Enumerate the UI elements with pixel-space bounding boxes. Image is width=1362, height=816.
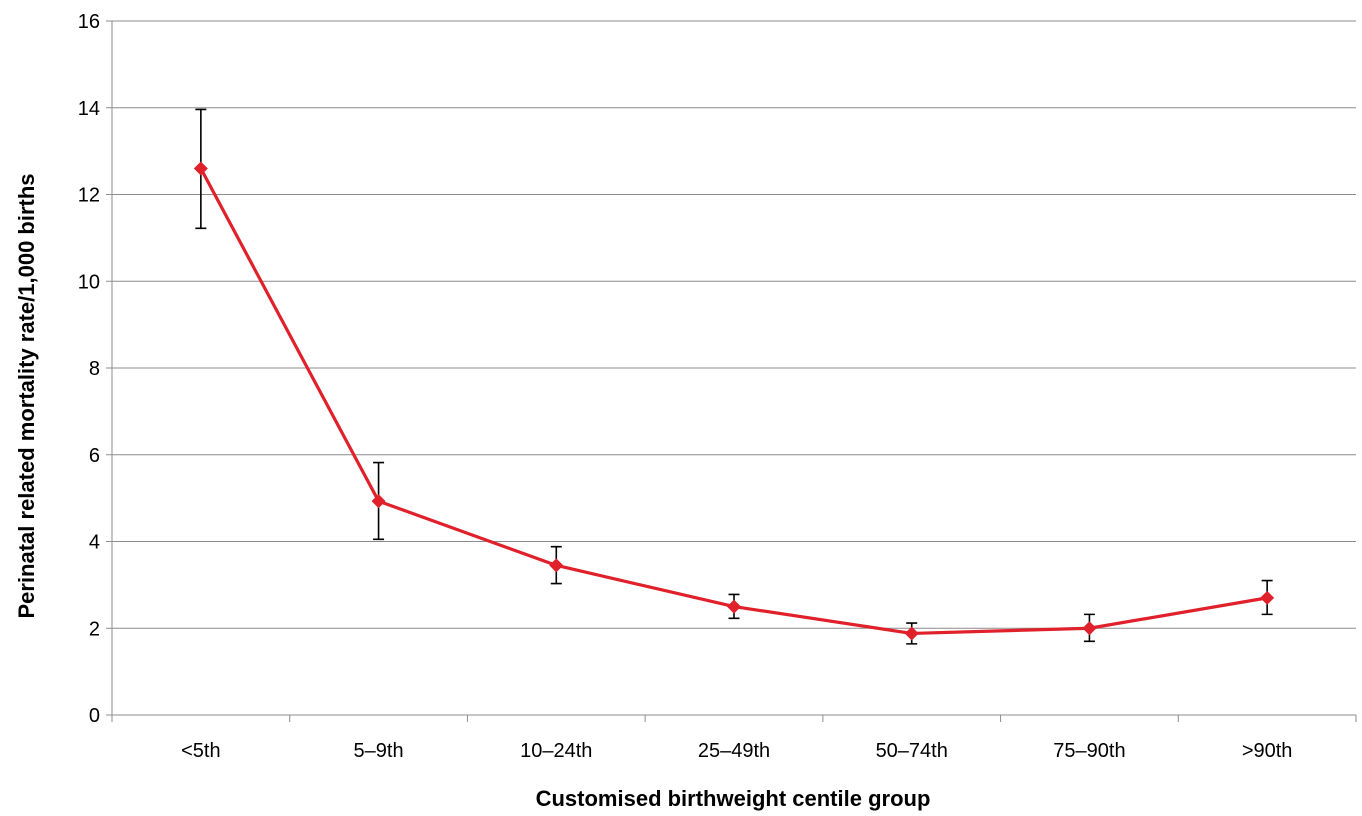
axes [106, 20, 1357, 722]
x-tick-label: 75–90th [1053, 740, 1125, 762]
x-tick-label: 50–74th [876, 740, 948, 762]
y-tick-labels: 0 2 4 6 8 10 12 14 16 [78, 11, 100, 727]
data-point [1082, 621, 1097, 636]
y-tick-label: 0 [89, 705, 100, 727]
y-tick-label: 16 [78, 11, 100, 33]
y-tick-label: 12 [78, 185, 100, 207]
data-point [371, 494, 386, 509]
error-bars [195, 108, 1273, 645]
data-point [193, 161, 208, 176]
x-tick-label: 5–9th [354, 740, 404, 762]
x-tick-label: 10–24th [520, 740, 592, 762]
data-point [549, 558, 564, 573]
x-tick-label: <5th [181, 740, 220, 762]
data-point [727, 599, 741, 614]
series-line-0 [199, 166, 1269, 636]
y-tick-label: 14 [78, 98, 100, 120]
data-points [193, 161, 1275, 641]
data-point [904, 626, 919, 641]
y-tick-label: 6 [89, 445, 100, 467]
data-point [1260, 590, 1275, 605]
x-tick-label: >90th [1242, 740, 1293, 762]
x-tick-labels: <5th 5–9th 10–24th 25–49th 50–74th 75–90th >90… [181, 740, 1292, 762]
x-tick-label: 25–49th [698, 740, 770, 762]
series-line [199, 166, 1269, 636]
grid-lines [112, 20, 1356, 629]
y-tick-label: 8 [89, 358, 100, 380]
y-tick-label: 10 [78, 271, 100, 293]
x-axis-title: Customised birthweight centile group [536, 786, 931, 811]
y-tick-label: 4 [89, 532, 100, 554]
y-tick-label: 2 [89, 618, 100, 640]
y-axis-title: Perinatal related mortality rate/1,000 b… [14, 173, 39, 618]
